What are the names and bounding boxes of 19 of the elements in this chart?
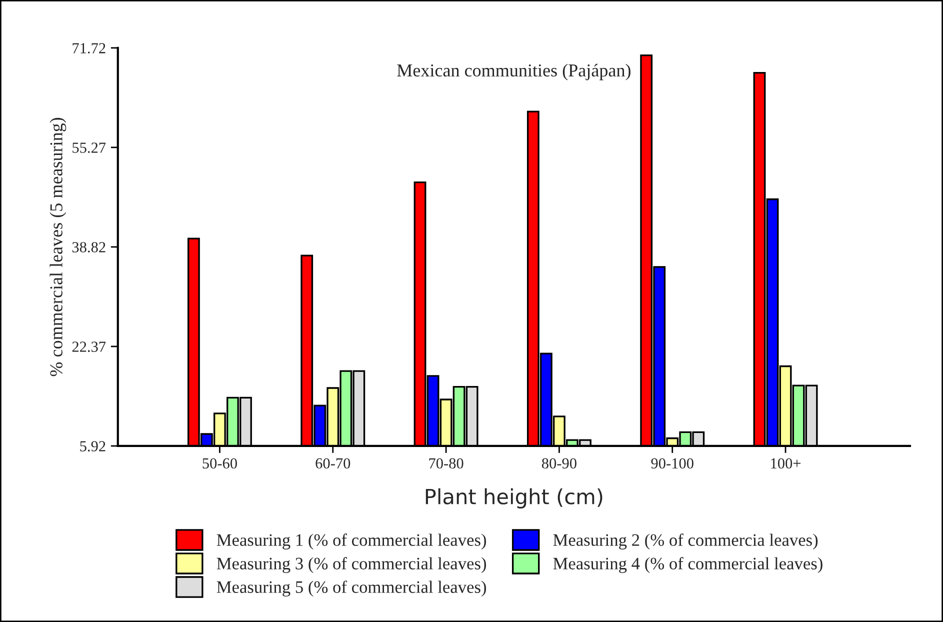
y-axis-title: % commercial leaves (5 measuring) [50, 118, 66, 376]
x-tick-label: 100+ [771, 458, 801, 469]
x-tick-label: 90-100 [651, 458, 694, 469]
y-tick-label: 55.27 [72, 142, 106, 153]
legend-label: Measuring 2 (% of commercia leaves) [553, 534, 818, 550]
x-tick-label: 70-80 [429, 458, 464, 469]
x-axis-title: Plant height (cm) [426, 488, 602, 508]
y-tick-label: 5.92 [80, 441, 106, 452]
legend-label: Measuring 1 (% of commercial leaves) [216, 534, 486, 550]
y-tick-label: 38.82 [72, 242, 106, 252]
text: Mexican communities (Pajápan) [397, 64, 630, 80]
y-tick-label: 22.37 [72, 342, 106, 352]
x-tick-label: 50-60 [202, 458, 237, 469]
y-tick-label: 71.72 [72, 43, 106, 54]
x-tick-label: 80-90 [542, 458, 576, 469]
legend-label: Measuring 4 (% of commercial leaves) [553, 557, 822, 574]
legend-label: Measuring 3 (% of commercial leaves) [216, 557, 486, 574]
x-tick-label: 60-70 [316, 458, 350, 469]
legend-label: Measuring 5 (% of commercial leaves) [216, 580, 486, 597]
